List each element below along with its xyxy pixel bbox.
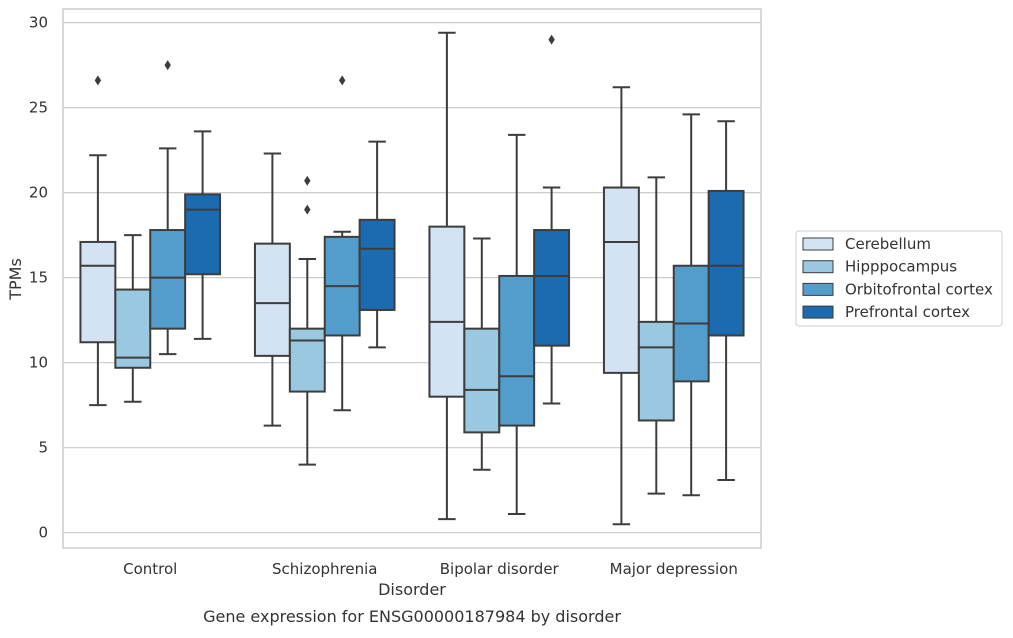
legend-frame — [795, 230, 1003, 327]
series-0 — [79, 31, 640, 526]
box-3-3 — [707, 120, 745, 481]
box-iqr — [288, 327, 326, 393]
box-1-0 — [114, 234, 152, 403]
y-tick-label-6: 30 — [29, 14, 48, 32]
x-tick-label-2: Bipolar disorder — [440, 560, 560, 578]
outlier-point-1 — [304, 175, 311, 186]
legend-label: Hipppocampus — [845, 258, 957, 276]
box-3-1 — [358, 140, 396, 349]
box-iqr — [114, 288, 152, 369]
box-0-3 — [602, 86, 640, 526]
box-series-layer — [79, 31, 745, 526]
y-tick-labels: 0 5 10 15 20 25 30 — [29, 14, 48, 542]
y-tick-label-4: 20 — [29, 184, 48, 202]
legend-item-3: Prefrontal cortex — [802, 303, 970, 321]
box-iqr — [637, 320, 675, 422]
box-iqr — [707, 189, 745, 337]
box-iqr — [149, 229, 187, 330]
y-tick-label-5: 25 — [29, 99, 48, 117]
legend-swatch — [802, 260, 834, 274]
box-iqr — [533, 229, 571, 347]
box-3-2 — [533, 34, 571, 405]
y-tick-label-0: 0 — [38, 524, 48, 542]
outlier-point-0 — [304, 204, 311, 215]
legend-item-2: Orbitofrontal cortex — [802, 280, 993, 298]
box-2-2 — [498, 133, 536, 515]
box-3-0 — [184, 130, 222, 340]
series-3 — [184, 34, 745, 481]
legend: Cerebellum Hipppocampus Orbitofrontal cort… — [795, 230, 1003, 327]
box-2-0 — [149, 60, 187, 356]
x-tick-label-1: Schizophrenia — [272, 560, 377, 578]
y-tick-label-2: 10 — [29, 354, 48, 372]
outlier-point-0 — [164, 60, 171, 71]
x-tick-label-0: Control — [123, 560, 177, 578]
box-iqr — [184, 193, 222, 276]
box-iqr — [498, 274, 536, 427]
legend-label: Orbitofrontal cortex — [845, 280, 993, 298]
y-tick-label-3: 15 — [29, 269, 48, 287]
box-iqr — [428, 225, 466, 398]
outlier-point-0 — [94, 75, 102, 86]
box-0-2 — [428, 31, 466, 521]
box-1-3 — [637, 176, 675, 495]
legend-item-1: Hipppocampus — [802, 258, 957, 276]
series-1 — [114, 175, 675, 495]
box-iqr — [463, 327, 501, 434]
legend-label: Prefrontal cortex — [845, 303, 970, 321]
box-iqr — [79, 240, 117, 344]
y-axis-title: TPMs — [6, 258, 25, 301]
plot-area-frame — [62, 8, 762, 549]
box-iqr — [358, 218, 396, 311]
outlier-point-0 — [339, 75, 346, 86]
legend-swatch — [802, 282, 834, 296]
series-2 — [149, 60, 710, 515]
box-0-0 — [79, 75, 117, 407]
box-iqr — [602, 186, 640, 374]
box-iqr — [253, 242, 291, 357]
legend-label: Cerebellum — [845, 235, 931, 253]
x-tick-labels: Control Schizophrenia Bipolar disorder Majo… — [123, 560, 738, 578]
figure-caption: Gene expression for ENSG00000187984 by d… — [203, 607, 621, 626]
legend-swatch — [802, 305, 834, 319]
y-tick-label-1: 5 — [38, 439, 48, 457]
outlier-point-0 — [548, 34, 555, 45]
box-0-1 — [253, 152, 291, 427]
box-1-1 — [288, 175, 326, 466]
legend-item-0: Cerebellum — [802, 235, 931, 253]
x-axis-title: Disorder — [378, 580, 446, 599]
legend-swatch — [802, 237, 834, 251]
x-tick-label-3: Major depression — [610, 560, 738, 578]
